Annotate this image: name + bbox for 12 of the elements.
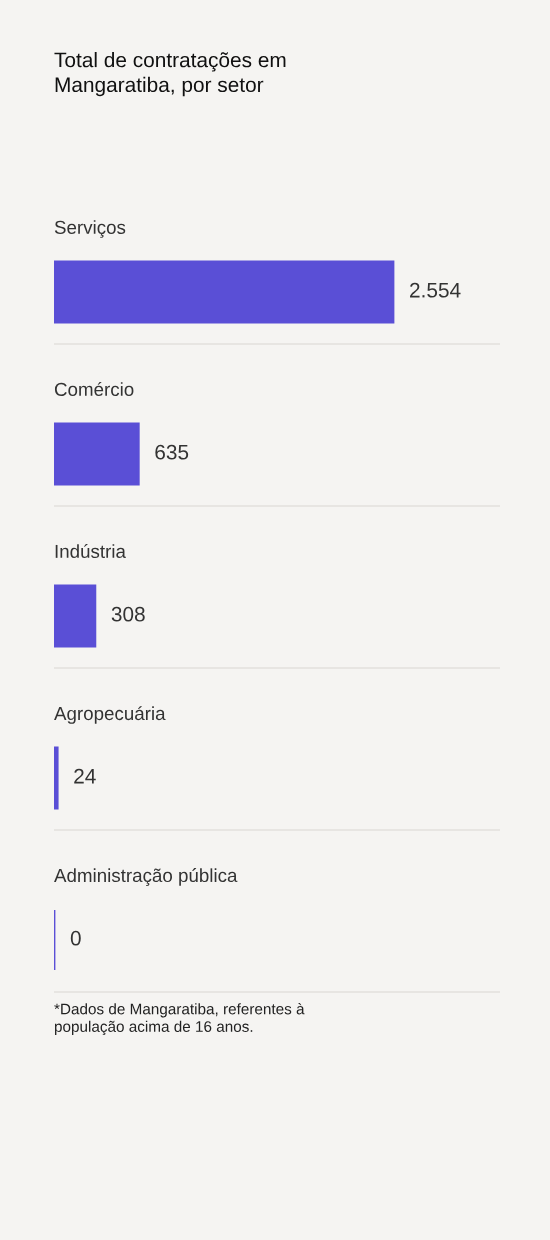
data-label: 308 bbox=[111, 606, 145, 622]
y-tick-label: Comércio bbox=[54, 382, 134, 397]
y-tick-label: Indústria bbox=[55, 544, 126, 559]
data-label: 635 bbox=[155, 444, 189, 460]
data-label: 0 bbox=[70, 930, 81, 946]
text: *Dados de Mangaratiba, referentes à população acima de 16 anos. bbox=[54, 1003, 305, 1036]
y-tick-label: Serviços bbox=[54, 220, 126, 238]
chart-title: Total de contratações em Mangaratiba, por setor bbox=[54, 52, 286, 97]
data-label: 2.554 bbox=[410, 282, 461, 298]
data-label: 24 bbox=[74, 768, 96, 784]
y-tick-label: Agropecuária bbox=[54, 706, 166, 724]
y-tick-label: Administração pública bbox=[54, 868, 238, 886]
